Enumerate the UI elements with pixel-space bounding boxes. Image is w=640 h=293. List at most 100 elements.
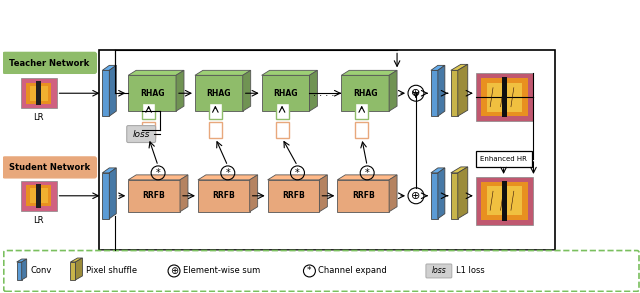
Bar (476, 73, 534, 121)
Polygon shape (102, 70, 109, 116)
FancyBboxPatch shape (426, 264, 452, 278)
Text: L1 loss: L1 loss (456, 266, 484, 275)
Text: ⊕: ⊕ (412, 88, 420, 98)
Polygon shape (341, 75, 389, 111)
Polygon shape (262, 70, 317, 75)
FancyBboxPatch shape (127, 126, 156, 142)
Text: *: * (365, 168, 369, 178)
Bar (209, 122, 222, 138)
Bar (502, 181, 507, 221)
Polygon shape (431, 173, 438, 219)
Text: Element-wise sum: Element-wise sum (183, 266, 260, 275)
Bar (502, 77, 507, 117)
Bar (36, 81, 41, 105)
Text: LR: LR (33, 216, 44, 225)
Bar (26, 185, 51, 206)
Polygon shape (102, 168, 116, 173)
Polygon shape (176, 70, 184, 111)
FancyBboxPatch shape (3, 52, 97, 73)
Text: Pixel shuffle: Pixel shuffle (86, 266, 138, 275)
Polygon shape (451, 64, 468, 70)
Polygon shape (70, 262, 76, 280)
Polygon shape (17, 262, 22, 280)
Text: *: * (225, 168, 230, 178)
Bar (29, 188, 47, 203)
Bar (276, 122, 289, 138)
Polygon shape (195, 70, 251, 75)
Polygon shape (109, 168, 116, 219)
Bar (476, 177, 534, 225)
Bar (142, 122, 155, 138)
Polygon shape (76, 258, 83, 280)
Bar (142, 103, 155, 119)
Text: *: * (295, 168, 300, 178)
Text: Teacher Network: Teacher Network (10, 59, 90, 68)
Polygon shape (128, 70, 184, 75)
Bar (481, 182, 528, 220)
Polygon shape (70, 258, 83, 262)
Text: loss: loss (431, 266, 446, 275)
Text: RRFB: RRFB (212, 191, 235, 200)
Polygon shape (128, 175, 188, 180)
Text: RHAG: RHAG (273, 89, 298, 98)
Text: Student Network: Student Network (9, 163, 90, 172)
Polygon shape (268, 175, 328, 180)
Polygon shape (309, 70, 317, 111)
Polygon shape (431, 70, 438, 116)
FancyBboxPatch shape (476, 151, 532, 167)
Bar (99, 50, 556, 250)
Polygon shape (431, 168, 445, 173)
Bar (20, 78, 56, 108)
Polygon shape (22, 259, 27, 280)
Polygon shape (268, 180, 319, 212)
Polygon shape (438, 168, 445, 219)
Bar (355, 122, 368, 138)
Bar (355, 103, 368, 119)
Polygon shape (389, 175, 397, 212)
Polygon shape (128, 180, 180, 212)
Polygon shape (102, 65, 116, 70)
Polygon shape (250, 175, 258, 212)
Text: loss: loss (132, 130, 150, 139)
Polygon shape (262, 75, 309, 111)
Polygon shape (451, 173, 458, 219)
Polygon shape (451, 70, 458, 116)
Polygon shape (341, 70, 397, 75)
Bar (487, 186, 522, 215)
Bar (29, 86, 47, 101)
Text: RRFB: RRFB (143, 191, 166, 200)
Text: ⊕: ⊕ (412, 191, 420, 201)
Polygon shape (102, 173, 109, 219)
Text: Enhanced HR: Enhanced HR (480, 156, 527, 162)
Polygon shape (180, 175, 188, 212)
Polygon shape (195, 75, 243, 111)
Bar (36, 184, 41, 208)
FancyBboxPatch shape (4, 251, 639, 291)
Text: Channel expand: Channel expand (318, 266, 387, 275)
Polygon shape (438, 65, 445, 116)
Polygon shape (243, 70, 251, 111)
Text: . . . .: . . . . (313, 88, 334, 98)
Bar (276, 103, 289, 119)
Polygon shape (17, 259, 27, 262)
Text: RHAG: RHAG (353, 89, 378, 98)
Polygon shape (128, 75, 176, 111)
Polygon shape (198, 180, 250, 212)
Polygon shape (458, 64, 468, 116)
Text: Conv: Conv (31, 266, 52, 275)
Polygon shape (109, 65, 116, 116)
Text: RRFB: RRFB (282, 191, 305, 200)
Text: RHAG: RHAG (140, 89, 164, 98)
Polygon shape (451, 167, 468, 173)
Bar (487, 83, 522, 112)
FancyBboxPatch shape (3, 157, 97, 178)
Text: *: * (156, 168, 161, 178)
Polygon shape (198, 175, 258, 180)
Polygon shape (389, 70, 397, 111)
Text: RRFB: RRFB (352, 191, 374, 200)
Text: RHAG: RHAG (207, 89, 231, 98)
Bar (209, 103, 222, 119)
Text: ⊕: ⊕ (170, 266, 178, 276)
Polygon shape (337, 175, 397, 180)
Polygon shape (319, 175, 328, 212)
